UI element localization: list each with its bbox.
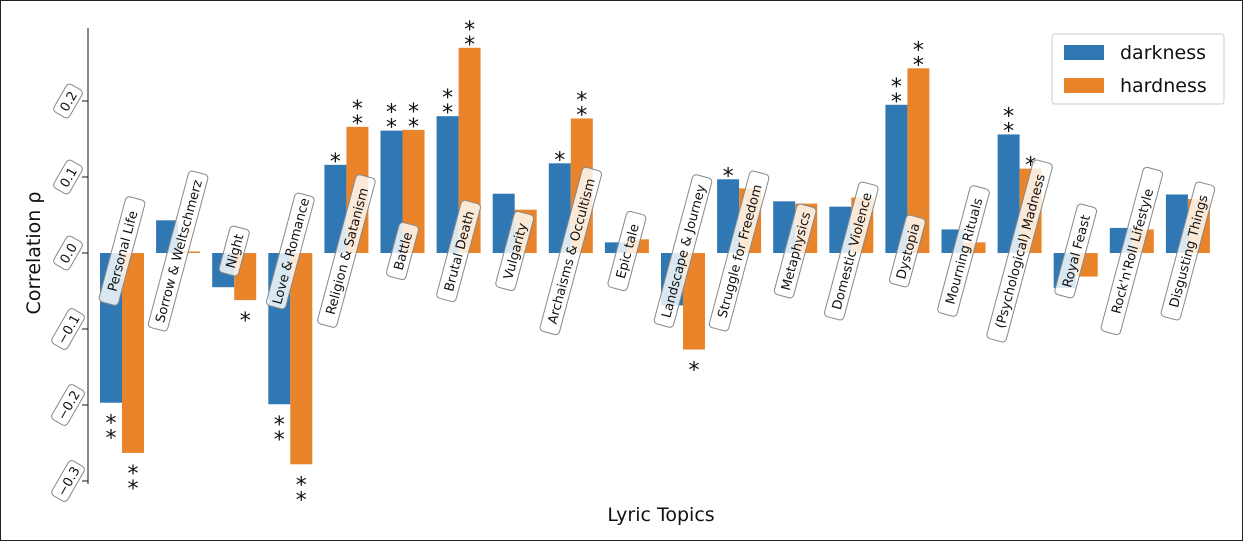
bar-darkness-dystopia [885, 104, 908, 253]
significance-marker-darkness-dystopia: * [891, 90, 902, 115]
significance-marker-darkness-psychological-madness: * [1003, 104, 1014, 129]
category-label-box [937, 185, 990, 317]
category-label-box [1160, 181, 1216, 321]
significance-marker-hardness-battle: * [408, 115, 419, 140]
significance-marker-hardness-psychological-madness: * [1025, 154, 1036, 179]
legend-label-hardness: hardness [1120, 75, 1207, 97]
significance-marker-hardness-personal-life: * [128, 477, 139, 502]
significance-marker-darkness-religion-satanism: * [330, 150, 341, 175]
significance-marker-darkness-brutal-death: * [442, 86, 453, 111]
category-label-box [218, 225, 250, 277]
category-label-box [1054, 203, 1098, 299]
category-label-box [607, 210, 647, 292]
y-tick-label-group: 0.1 [53, 159, 83, 195]
category-label-box [708, 170, 770, 332]
significance-marker-hardness-brutal-death: * [464, 18, 475, 43]
significance-marker-darkness-love-romance: * [274, 413, 285, 438]
bar-hardness-dystopia [907, 68, 930, 253]
bar-darkness-psychological-madness [997, 134, 1020, 253]
significance-marker-darkness-psychological-madness: * [1003, 119, 1014, 144]
y-tick-label-box [53, 235, 83, 271]
category-labels-layer: Personal Life Sorrow & Weltschmerz Night Lo… [98, 159, 1216, 343]
significance-marker-darkness-personal-life: * [106, 427, 117, 452]
category-label-group-night: Night [218, 225, 250, 277]
significance-marker-hardness-archaisms-occultism: * [576, 88, 587, 113]
significance-marker-darkness-battle: * [386, 101, 397, 126]
legend-swatch-hardness [1064, 78, 1104, 93]
x-axis-title: Lyric Topics [607, 504, 714, 526]
legend-label-darkness: darkness [1120, 42, 1206, 64]
y-tick-label-group: 0.0 [53, 235, 83, 271]
category-label-box [98, 196, 146, 306]
category-label-box [436, 199, 481, 303]
category-label-box [986, 159, 1053, 343]
significance-layer: **************** **************** [106, 18, 1037, 513]
significance-marker-darkness-love-romance: * [274, 428, 285, 453]
y-tick-label-group: −0.3 [51, 460, 85, 502]
category-label-box [147, 170, 209, 332]
significance-marker-hardness-brutal-death: * [464, 33, 475, 58]
category-label-box [317, 174, 376, 328]
significance-marker-hardness-love-romance: * [296, 488, 307, 513]
significance-marker-hardness-religion-satanism: * [352, 112, 363, 137]
category-label-box [773, 203, 817, 299]
category-label-box [386, 221, 419, 281]
category-label-box [653, 174, 713, 328]
bar-darkness-archaisms-occultism [548, 163, 571, 253]
y-tick-label-box [53, 83, 83, 119]
bar-hardness-sorrow-weltschmerz [178, 251, 201, 253]
significance-marker-hardness-personal-life: * [128, 462, 139, 487]
category-label-box [888, 214, 926, 288]
y-tick-label-group: −0.1 [51, 308, 85, 350]
significance-marker-hardness-dystopia: * [913, 38, 924, 63]
category-label-group-royal-feast: Royal Feast [1054, 203, 1098, 299]
significance-marker-hardness-battle: * [408, 100, 419, 125]
legend-swatch-darkness [1064, 45, 1104, 60]
bar-darkness-epic-tale [604, 242, 627, 253]
significance-marker-darkness-struggle-for-freedom: * [723, 164, 734, 189]
significance-marker-hardness-landscape-journey: * [689, 359, 700, 384]
significance-marker-hardness-archaisms-occultism: * [576, 103, 587, 128]
y-tick-label-group: −0.2 [51, 384, 85, 426]
bar-hardness-personal-life [122, 253, 144, 453]
y-tick-label-group: 0.2 [53, 83, 83, 119]
legend: darkness hardness [1051, 33, 1225, 105]
y-tick-label-box [51, 308, 85, 350]
significance-marker-hardness-night: * [240, 309, 251, 334]
bar-hardness-love-romance [290, 253, 313, 465]
bar-darkness-brutal-death [436, 116, 459, 253]
category-label-box [495, 210, 535, 292]
significance-marker-darkness-brutal-death: * [442, 101, 453, 126]
bars-layer [100, 47, 1210, 465]
category-label-box [539, 166, 603, 336]
category-label-box [1100, 166, 1164, 336]
significance-marker-darkness-personal-life: * [106, 412, 117, 437]
y-tick-label-box [53, 159, 83, 195]
bar-hardness-battle [402, 129, 425, 253]
significance-marker-hardness-dystopia: * [913, 53, 924, 78]
y-axis: 0.2 0.1 0.0 −0.1 −0.2 −0.3 [51, 28, 89, 502]
bar-darkness-battle [380, 130, 403, 253]
category-label-group-rock-n-roll-lifestyle: Rock'n'Roll Lifestyle [1100, 166, 1164, 336]
y-tick-label-box [51, 384, 85, 426]
y-axis-title: Correlation ρ [23, 192, 45, 315]
significance-marker-hardness-love-romance: * [296, 473, 307, 498]
significance-marker-darkness-dystopia: * [891, 75, 902, 100]
significance-marker-darkness-battle: * [386, 116, 397, 141]
category-label-box [824, 181, 879, 321]
significance-marker-hardness-religion-satanism: * [352, 97, 363, 122]
category-label-box [265, 192, 315, 310]
y-tick-label-box [51, 460, 85, 502]
significance-marker-darkness-archaisms-occultism: * [554, 148, 565, 173]
bar-hardness-landscape-journey [683, 253, 705, 350]
